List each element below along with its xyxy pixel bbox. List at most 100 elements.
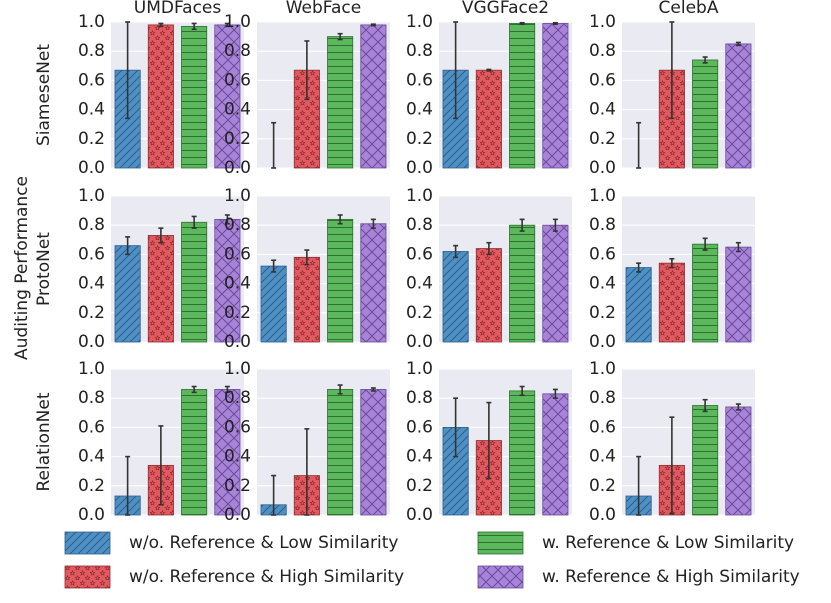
bar-w-reference-low-similarity (692, 243, 719, 343)
legend-item-w-reference-high-similarity: w. Reference & High Similarity (477, 565, 800, 589)
y-tick-label: 0.2 (78, 129, 105, 149)
y-tick-label: 0.4 (406, 447, 433, 467)
bar-w-reference-low-similarity (181, 221, 208, 343)
y-tick-label: 0.6 (224, 417, 251, 437)
y-tick-label: 0.6 (589, 244, 616, 264)
y-tick-label: 0.6 (589, 70, 616, 90)
y-tick-label: 0.0 (589, 158, 616, 178)
y-tick-label: 0.8 (589, 41, 616, 61)
legend-label: w/o. Reference & High Similarity (129, 567, 404, 587)
y-tick-label: 0.8 (224, 388, 251, 408)
bar-w-reference-high-similarity (360, 24, 387, 169)
legend-item-w-o-reference-low-similarity: w/o. Reference & Low Similarity (64, 531, 398, 555)
y-tick-label: 1.0 (589, 12, 616, 32)
y-tick-label: 0.0 (589, 505, 616, 525)
panel-siamesenet-webface: 0.0 0.2 0.4 0.6 0.8 1.0 WebFace (224, 0, 390, 178)
bar-w-o-reference-high-similarity (147, 235, 174, 343)
bar-w-reference-high-similarity (542, 23, 569, 169)
y-tick-label: 0.8 (78, 388, 105, 408)
y-tick-label: 0.6 (406, 244, 433, 264)
y-tick-label: 1.0 (406, 186, 433, 206)
legend-item-w-reference-low-similarity: w. Reference & Low Similarity (477, 531, 794, 555)
y-tick-label: 0.0 (406, 505, 433, 525)
bar-w-reference-low-similarity (509, 224, 536, 343)
y-tick-label: 0.6 (406, 417, 433, 437)
y-tick-label: 0.0 (78, 332, 105, 352)
y-tick-label: 0.0 (224, 505, 251, 525)
y-tick-label: 0.8 (589, 388, 616, 408)
y-tick-label: 0.6 (406, 70, 433, 90)
y-tick-label: 0.8 (406, 215, 433, 235)
y-tick-label: 0.8 (406, 388, 433, 408)
bar-w-reference-low-similarity (509, 390, 536, 516)
y-tick-label: 1.0 (78, 359, 105, 379)
bar-w-reference-low-similarity (692, 405, 719, 516)
panel-protonet-celeba: 0.0 0.2 0.4 0.6 0.8 1.0 (589, 186, 755, 352)
panel-relationnet-vggface2: 0.0 0.2 0.4 0.6 0.8 1.0 (406, 359, 572, 525)
bar-w-reference-low-similarity (692, 59, 719, 169)
bar-w-o-reference-low-similarity (260, 265, 287, 343)
bar-w-reference-high-similarity (214, 218, 241, 343)
y-tick-label: 0.2 (406, 303, 433, 323)
y-tick-label: 0.2 (589, 129, 616, 149)
y-tick-label: 0.4 (224, 274, 251, 294)
y-tick-label: 0.2 (589, 303, 616, 323)
y-tick-label: 0.0 (224, 158, 251, 178)
y-tick-label: 0.2 (224, 129, 251, 149)
y-tick-label: 0.8 (589, 215, 616, 235)
y-tick-label: 0.2 (78, 303, 105, 323)
y-tick-label: 0.8 (78, 41, 105, 61)
y-tick-label: 0.4 (78, 274, 105, 294)
y-tick-label: 0.6 (224, 70, 251, 90)
y-tick-label: 0.6 (589, 417, 616, 437)
panel-protonet-webface: 0.0 0.2 0.4 0.6 0.8 1.0 (224, 186, 390, 352)
y-tick-label: 0.0 (78, 505, 105, 525)
bar-w-reference-high-similarity (542, 224, 569, 343)
bar-w-o-reference-low-similarity (442, 251, 469, 343)
bar-w-reference-low-similarity (181, 389, 208, 516)
column-title-webface: WebFace (286, 0, 362, 18)
y-tick-label: 1.0 (78, 12, 105, 32)
y-tick-label: 0.4 (224, 447, 251, 467)
panels: SiameseNet0.00.20.40.60.81.0UMDFaces0.00… (34, 0, 755, 525)
bar-w-reference-high-similarity (725, 406, 752, 516)
legend-swatch (477, 565, 524, 589)
legend-label: w/o. Reference & Low Similarity (129, 533, 398, 553)
bar-w-reference-high-similarity (725, 246, 752, 343)
y-tick-label: 0.2 (589, 476, 616, 496)
bar-w-reference-high-similarity (360, 389, 387, 516)
legend: w/o. Reference & Low Similarity w/o. Refe… (64, 531, 800, 589)
legend-item-w-o-reference-high-similarity: w/o. Reference & High Similarity (64, 565, 404, 589)
bar-w-reference-low-similarity (181, 25, 208, 169)
bar-w-reference-low-similarity (327, 36, 354, 169)
bar-w-o-reference-high-similarity (293, 256, 320, 343)
bar-w-o-reference-high-similarity (147, 24, 174, 169)
y-tick-label: 0.4 (589, 274, 616, 294)
y-tick-label: 0.0 (224, 332, 251, 352)
legend-swatch (477, 531, 524, 555)
panel-relationnet-webface: 0.0 0.2 0.4 0.6 0.8 1.0 (224, 359, 390, 525)
row-label-siamesenet: SiameseNet (34, 44, 54, 146)
panel-siamesenet-vggface2: 0.0 0.2 0.4 0.6 0.8 1.0 VGGFace2 (406, 0, 572, 178)
y-tick-label: 0.2 (406, 476, 433, 496)
row-label-protonet: ProtoNet (34, 232, 54, 306)
y-tick-label: 1.0 (589, 359, 616, 379)
bar-w-o-reference-low-similarity (114, 245, 141, 343)
y-tick-label: 0.4 (78, 447, 105, 467)
bar-w-reference-high-similarity (360, 223, 387, 343)
column-title-celeba: CelebA (659, 0, 719, 18)
global-y-axis-label: Auditing Performance (12, 176, 32, 360)
bar-w-reference-high-similarity (542, 393, 569, 516)
y-tick-label: 1.0 (406, 359, 433, 379)
y-tick-label: 0.4 (78, 100, 105, 120)
legend-swatch (64, 565, 111, 589)
panel-siamesenet-celeba: 0.0 0.2 0.4 0.6 0.8 1.0 CelebA (589, 0, 755, 178)
panel-siamesenet-umdfaces: 0.0 0.2 0.4 0.6 0.8 1.0 UMDFaces (78, 0, 244, 178)
y-tick-label: 0.6 (78, 70, 105, 90)
panel-relationnet-umdfaces: 0.0 0.2 0.4 0.6 0.8 1.0 (78, 359, 244, 525)
panel-protonet-vggface2: 0.0 0.2 0.4 0.6 0.8 1.0 (406, 186, 572, 352)
column-title-umdfaces: UMDFaces (134, 0, 222, 18)
bar-w-reference-low-similarity (327, 389, 354, 516)
y-tick-label: 0.4 (589, 100, 616, 120)
